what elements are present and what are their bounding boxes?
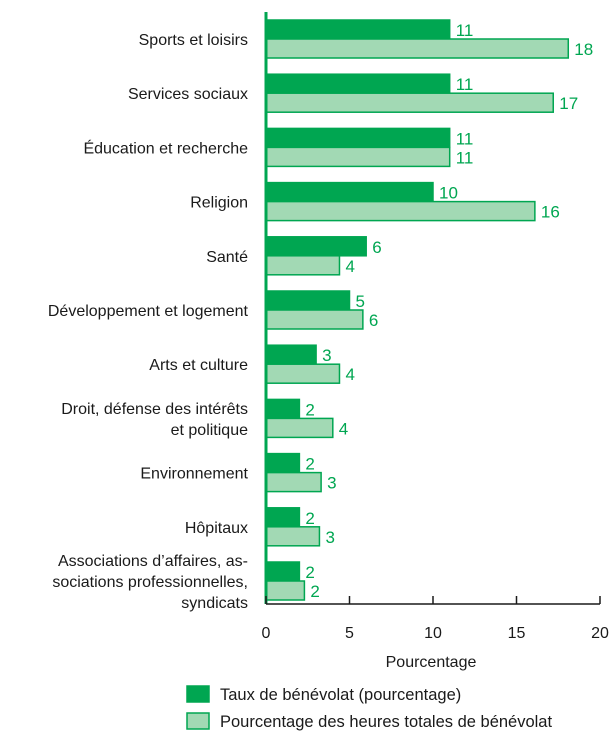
bar-rate-1 — [265, 73, 451, 94]
category-label-10: Associations d’affaires, as-sociations p… — [52, 553, 248, 612]
x-tick-label-1: 5 — [345, 625, 354, 642]
bar-hours-0 — [265, 38, 570, 59]
category-label-4: Santé — [206, 249, 248, 266]
category-label-9: Hôpitaux — [185, 520, 248, 537]
x-tick-label-4: 20 — [591, 625, 609, 642]
legend-label-hours: Pourcentage des heures totales de bénévo… — [220, 713, 552, 731]
bar-rate-9 — [265, 507, 301, 528]
value-label-hours-6: 4 — [345, 365, 354, 384]
value-label-hours-0: 18 — [574, 40, 593, 59]
bar-hours-7 — [265, 417, 334, 439]
value-label-hours-4: 4 — [345, 257, 354, 276]
value-label-rate-3: 10 — [439, 184, 458, 203]
axis-layer: 0 5 10 15 20 — [262, 12, 609, 642]
bar-hours-4 — [265, 255, 341, 276]
value-label-hours-10: 2 — [310, 582, 319, 601]
category-label-2: Éducation et recherche — [83, 138, 248, 157]
bar-hours-8 — [265, 471, 322, 493]
bar-hours-3 — [265, 200, 536, 222]
legend: Taux de bénévolat (pourcentage) Pourcent… — [186, 685, 552, 731]
legend-swatch-rate — [186, 685, 210, 703]
bar-hours-10 — [265, 580, 306, 601]
category-label-6: Arts et culture — [149, 357, 248, 374]
value-label-rate-7: 2 — [305, 400, 314, 419]
bar-hours-9 — [265, 526, 321, 547]
value-label-rate-8: 2 — [305, 455, 314, 474]
category-label-3: Religion — [190, 195, 248, 212]
value-label-hours-8: 3 — [327, 474, 336, 493]
bar-rate-10 — [265, 561, 301, 582]
bar-rate-6 — [265, 344, 317, 365]
value-label-hours-2: 11 — [456, 148, 474, 167]
category-label-5: Développement et logement — [48, 303, 249, 320]
value-label-hours-3: 16 — [541, 203, 560, 222]
category-label-8: Environnement — [140, 466, 248, 483]
value-label-rate-10: 2 — [305, 563, 314, 582]
x-axis-label: Pourcentage — [386, 654, 477, 671]
legend-label-rate: Taux de bénévolat (pourcentage) — [220, 686, 461, 704]
category-label-0: Sports et loisirs — [139, 32, 248, 49]
bar-rate-2 — [265, 127, 451, 149]
value-label-rate-1: 11 — [456, 75, 474, 94]
bar-hours-2 — [265, 146, 451, 168]
bar-rate-3 — [265, 181, 434, 203]
bar-hours-6 — [265, 363, 341, 384]
category-label-1: Services sociaux — [128, 86, 248, 103]
x-tick-label-2: 10 — [424, 625, 442, 642]
value-label-hours-1: 17 — [559, 94, 578, 113]
value-label-hours-7: 4 — [339, 419, 348, 438]
bar-rate-5 — [265, 290, 351, 311]
bar-hours-5 — [265, 309, 364, 330]
bar-rate-4 — [265, 236, 367, 257]
bar-rate-0 — [265, 19, 451, 40]
legend-swatch-hours — [186, 712, 210, 730]
labels-layer: 11 18 Sports et loisirs 11 17 Services sociau… — [48, 21, 593, 612]
value-label-rate-6: 3 — [322, 346, 331, 365]
value-label-rate-4: 6 — [372, 238, 381, 257]
category-label-7: Droit, défense des intérêts et politique — [61, 401, 248, 439]
x-tick-label-0: 0 — [262, 625, 271, 642]
x-tick-label-3: 15 — [508, 625, 526, 642]
value-label-rate-9: 2 — [305, 509, 314, 528]
value-label-hours-5: 6 — [369, 311, 378, 330]
value-label-hours-9: 3 — [325, 528, 334, 547]
value-label-rate-2: 11 — [456, 129, 474, 148]
bar-hours-1 — [265, 92, 554, 113]
bar-rate-8 — [265, 452, 301, 474]
value-label-rate-0: 11 — [456, 21, 474, 40]
bar-rate-7 — [265, 398, 301, 420]
value-label-rate-5: 5 — [356, 292, 365, 311]
